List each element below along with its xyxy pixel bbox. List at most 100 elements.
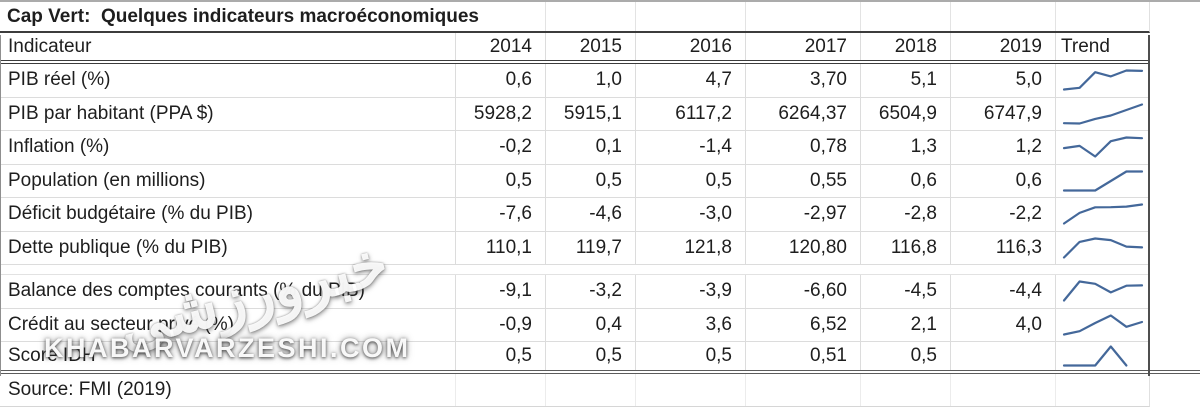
value-cell: 0,1 (545, 131, 635, 164)
row-label: Score IDH (8, 345, 96, 366)
value-cell: 4,0 (950, 308, 1055, 341)
table-row: Inflation (%) -0,2 0,1 -1,4 0,78 1,3 1,2 (0, 131, 1150, 165)
trend-sparkline (1055, 131, 1150, 164)
value-cell: 6117,2 (635, 97, 745, 130)
table-row: PIB par habitant (PPA $) 5928,2 5915,1 6117… (0, 97, 1150, 131)
value-cell: -3,2 (545, 275, 635, 308)
value-cell: 116,8 (860, 231, 950, 264)
value-cell: 5928,2 (455, 97, 545, 130)
value-cell: -4,4 (950, 275, 1055, 308)
value-cell: 6504,9 (860, 97, 950, 130)
value-cell: 120,80 (745, 231, 860, 264)
column-header-indicateur: Indicateur (8, 35, 92, 57)
value-cell: 0,5 (635, 342, 745, 370)
value-cell: 0,5 (545, 342, 635, 370)
value-cell: 1,2 (950, 131, 1055, 164)
column-header-2017: 2017 (745, 33, 860, 60)
title-row: Cap Vert: Quelques indicateurs macroécon… (0, 2, 1150, 33)
value-cell: -7,6 (455, 198, 545, 231)
value-cell: -0,2 (455, 131, 545, 164)
table-row: Balance des comptes courants (% du PIB) -… (0, 275, 1150, 309)
value-cell: 0,55 (745, 164, 860, 197)
value-cell: 6264,37 (745, 97, 860, 130)
header-row: Indicateur 2014 2015 2016 2017 2018 2019… (0, 33, 1150, 64)
row-label: Crédit au secteur privé (%) (8, 313, 234, 335)
title-grid-cell (860, 2, 950, 31)
value-cell: 6,52 (745, 308, 860, 341)
value-cell: 5,0 (950, 64, 1055, 97)
value-cell: 0,5 (455, 342, 545, 370)
table-body: PIB réel (%) 0,6 1,0 4,7 3,70 5,1 5,0 PIB par h… (0, 64, 1200, 374)
value-cell: -3,0 (635, 198, 745, 231)
column-header-2018: 2018 (860, 33, 950, 60)
trend-sparkline (1055, 97, 1150, 130)
row-label: Dette publique (% du PIB) (8, 236, 228, 258)
value-cell: -6,60 (745, 275, 860, 308)
title-grid-cell (545, 2, 635, 31)
column-header-2014: 2014 (455, 33, 545, 60)
table-border-right (1148, 35, 1150, 376)
value-cell: 1,3 (860, 131, 950, 164)
value-cell: -2,97 (745, 198, 860, 231)
source-note: Source: FMI (2019) (8, 379, 172, 400)
value-cell: 121,8 (635, 231, 745, 264)
trend-sparkline (1055, 64, 1150, 97)
row-label: Inflation (%) (8, 136, 110, 158)
title-grid-cell (950, 2, 1055, 31)
value-cell: 2,1 (860, 308, 950, 341)
source-row: Source: FMI (2019) (0, 374, 1150, 407)
value-cell: 0,6 (455, 64, 545, 97)
row-label: PIB réel (%) (8, 69, 111, 91)
table-row: Dette publique (% du PIB) 110,1 119,7 121,8… (0, 231, 1150, 265)
value-cell: -4,5 (860, 275, 950, 308)
value-cell (950, 342, 1055, 370)
value-cell: 0,5 (860, 342, 950, 370)
title-grid-cell (1055, 2, 1150, 31)
table-row: Population (en millions) 0,5 0,5 0,5 0,55 0,6… (0, 164, 1150, 198)
column-header-trend: Trend (1055, 33, 1150, 60)
value-cell: 1,0 (545, 64, 635, 97)
value-cell: 0,6 (950, 164, 1055, 197)
value-cell: -2,2 (950, 198, 1055, 231)
row-label: Population (en millions) (8, 169, 206, 191)
trend-sparkline (1055, 308, 1150, 341)
value-cell: 0,5 (545, 164, 635, 197)
value-cell: 0,78 (745, 131, 860, 164)
value-cell: 116,3 (950, 231, 1055, 264)
column-header-2016: 2016 (635, 33, 745, 60)
column-header-2015: 2015 (545, 33, 635, 60)
table-border-left (0, 35, 1, 376)
column-header-2019: 2019 (950, 33, 1055, 60)
value-cell: -1,4 (635, 131, 745, 164)
table-row: Crédit au secteur privé (%) -0,9 0,4 3,6 6,5… (0, 308, 1150, 342)
value-cell: 119,7 (545, 231, 635, 264)
trend-sparkline (1055, 198, 1150, 231)
table-row: PIB réel (%) 0,6 1,0 4,7 3,70 5,1 5,0 (0, 64, 1150, 98)
row-label: Balance des comptes courants (% du PIB) (8, 280, 365, 302)
title-grid-cell (745, 2, 860, 31)
value-cell: 0,5 (455, 164, 545, 197)
trend-sparkline (1055, 164, 1150, 197)
value-cell: -3,9 (635, 275, 745, 308)
page-title: Cap Vert: Quelques indicateurs macroécon… (7, 5, 479, 27)
value-cell: -0,9 (455, 308, 545, 341)
row-label: PIB par habitant (PPA $) (8, 102, 214, 124)
trend-sparkline (1055, 275, 1150, 308)
value-cell: 0,4 (545, 308, 635, 341)
value-cell: 6747,9 (950, 97, 1055, 130)
table-row-gap (0, 265, 1150, 275)
value-cell: 3,70 (745, 64, 860, 97)
row-label: Déficit budgétaire (% du PIB) (8, 203, 254, 225)
value-cell: 4,7 (635, 64, 745, 97)
table-row: Déficit budgétaire (% du PIB) -7,6 -4,6 -3,… (0, 198, 1150, 232)
value-cell: 0,5 (635, 164, 745, 197)
value-cell: 5915,1 (545, 97, 635, 130)
title-grid-cell (635, 2, 745, 31)
value-cell: -4,6 (545, 198, 635, 231)
value-cell: -2,8 (860, 198, 950, 231)
value-cell: 0,51 (745, 342, 860, 370)
value-cell: 3,6 (635, 308, 745, 341)
trend-sparkline (1055, 231, 1150, 264)
value-cell: 0,6 (860, 164, 950, 197)
